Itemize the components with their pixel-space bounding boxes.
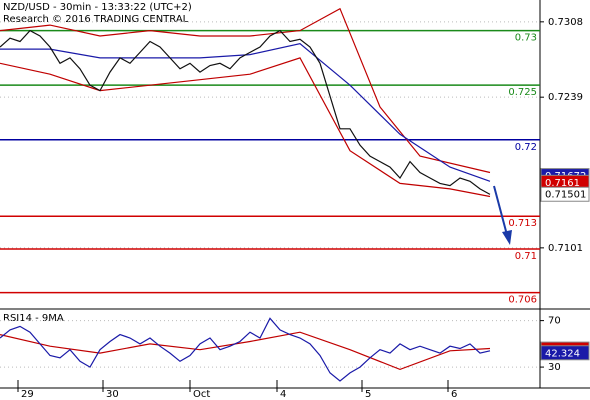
price-box <box>540 186 590 202</box>
x-tick-label: 4 <box>280 389 286 400</box>
level-label: 0.725 <box>508 87 537 98</box>
level-label: 0.706 <box>508 295 537 306</box>
arrow <box>493 185 508 236</box>
series-line <box>0 317 491 382</box>
series-line <box>0 57 491 198</box>
chart-subtitle: Research © 2016 TRADING CENTRAL <box>3 14 189 25</box>
y-tick-label: 0.7101 <box>548 243 583 254</box>
y-tick-label: 70 <box>548 316 561 327</box>
level-label: 0.713 <box>508 218 537 229</box>
level-label: 0.72 <box>515 142 537 153</box>
series-line <box>0 43 491 182</box>
price-label: 42.324 <box>545 348 580 359</box>
y-tick-label: 0.7308 <box>548 17 583 28</box>
series-line <box>0 331 491 371</box>
arrow-head <box>502 230 512 245</box>
x-tick-label: 30 <box>106 389 119 400</box>
chart-title: NZD/USD - 30min - 13:33:22 (UTC+2) <box>3 2 192 13</box>
plot: 0.7308 0.7239 0.7101 0.73 0.725 0.72 0.713 0.71… <box>0 7 590 400</box>
x-tick-label: 6 <box>451 389 457 400</box>
level-label: 0.73 <box>515 33 537 44</box>
series-line <box>0 29 491 195</box>
x-tick-label: Oct <box>193 389 210 400</box>
series-line <box>0 7 491 174</box>
price-label: 0.7161 <box>545 178 580 189</box>
y-tick-label: 30 <box>548 362 561 373</box>
price-label: 0.71501 <box>545 190 586 201</box>
rsi-title: RSI14 - 9MA <box>3 313 64 324</box>
x-tick-label: 5 <box>365 389 371 400</box>
price-box <box>540 345 590 361</box>
level-label: 0.71 <box>515 251 537 262</box>
y-tick-label: 0.7239 <box>548 92 583 103</box>
x-tick-label: 29 <box>21 389 34 400</box>
